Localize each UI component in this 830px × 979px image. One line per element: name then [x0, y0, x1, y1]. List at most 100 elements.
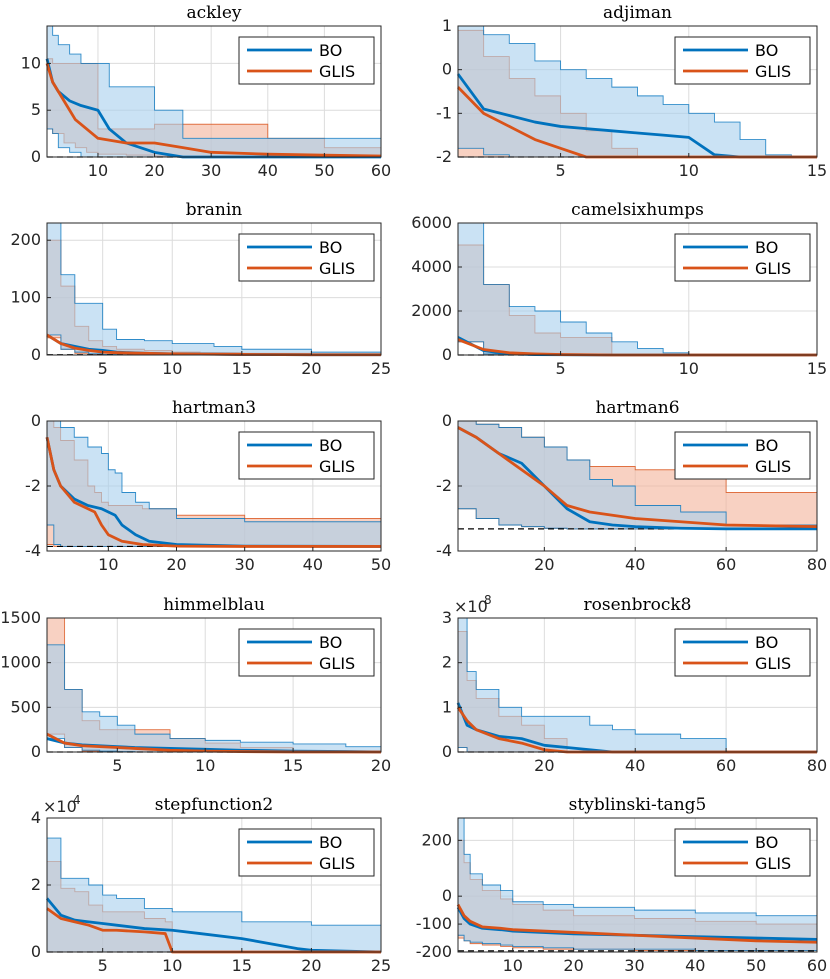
axes-box	[46, 25, 382, 158]
x-tick-label: 60	[716, 756, 736, 775]
axes-box	[457, 25, 818, 158]
y-tick-label: 0	[31, 147, 41, 166]
x-tick-label: 15	[232, 359, 252, 378]
y-tick-label: -100	[416, 914, 452, 933]
x-tick-label: 15	[232, 956, 252, 975]
chart-title: branin	[186, 200, 243, 220]
chart-panel-ackley: 10 20 30 40 50 60 0 5 10 ackley BO GLIS	[21, 3, 392, 180]
x-tick-label: 30	[201, 161, 221, 180]
legend: BO GLIS	[674, 36, 811, 85]
legend-label-bo: BO	[755, 436, 778, 455]
chart-title: ackley	[186, 3, 241, 23]
series-line-glis	[45, 436, 381, 548]
legend-label-bo: BO	[319, 41, 342, 60]
chart-title: himmelblau	[163, 595, 265, 615]
y-tick-label: -1	[436, 103, 452, 122]
legend-box	[674, 36, 811, 85]
band-bo	[47, 26, 381, 157]
y-tick-label: 200	[421, 830, 452, 849]
band-bo	[458, 818, 817, 951]
band-upper-bo	[458, 222, 817, 356]
y-tick-label: 2	[31, 875, 41, 894]
x-tick-label: 10	[88, 161, 108, 180]
chart-panel-hartman6: 20 40 60 80 -4 -2 0 hartman6 BO GLIS	[436, 398, 827, 574]
axes-box	[457, 222, 818, 356]
band-upper-bo	[458, 617, 817, 753]
x-tick-label: 15	[283, 756, 303, 775]
y-tick-label: 100	[10, 288, 41, 307]
y-tick-label: 4000	[411, 257, 452, 276]
x-tick-label: 5	[98, 359, 108, 378]
legend-label-glis: GLIS	[319, 62, 355, 81]
y-tick-label: 0	[31, 742, 41, 761]
y-tick-label: 1	[442, 16, 452, 35]
x-tick-label: 10	[503, 956, 523, 975]
y-tick-label: 6000	[411, 213, 452, 232]
y-tick-label: 5	[31, 100, 41, 119]
band-lower-bo	[458, 934, 817, 952]
band-upper-bo	[458, 420, 817, 526]
chart-title: hartman3	[172, 398, 256, 418]
x-tick-label: 40	[625, 555, 645, 574]
legend-box	[238, 431, 375, 480]
chart-panel-hartman3: 10 20 30 40 50 -4 -2 0 hartman3 BO GLIS	[25, 398, 391, 574]
band-bo	[458, 421, 817, 529]
chart-title: stepfunction2	[155, 795, 273, 815]
y-tick-label: 10	[21, 53, 41, 72]
legend-label-glis: GLIS	[319, 854, 355, 873]
y-tick-label: 0	[442, 411, 452, 430]
legend-box	[238, 36, 375, 85]
x-tick-label: 30	[234, 555, 254, 574]
chart-title: adjiman	[603, 3, 672, 23]
legend-label-bo: BO	[755, 633, 778, 652]
legend-label-bo: BO	[319, 436, 342, 455]
band-bo	[458, 618, 817, 752]
legend-box	[238, 828, 375, 877]
band-bo	[47, 223, 381, 355]
legend-label-bo: BO	[755, 833, 778, 852]
y-tick-label: 0	[442, 886, 452, 905]
y-tick-label: 0	[442, 60, 452, 79]
legend: BO GLIS	[674, 431, 811, 480]
x-tick-label: 20	[301, 956, 321, 975]
x-tick-label: 10	[679, 161, 699, 180]
chart-title: rosenbrock8	[584, 595, 692, 615]
legend-label-glis: GLIS	[755, 654, 791, 673]
x-tick-label: 10	[195, 756, 215, 775]
legend: BO GLIS	[238, 828, 375, 877]
y-tick-label: -4	[25, 541, 41, 560]
series-line-glis	[456, 903, 818, 944]
legend-label-bo: BO	[755, 238, 778, 257]
x-tick-label: 5	[98, 956, 108, 975]
y-multiplier: ×10	[454, 597, 488, 616]
legend: BO GLIS	[238, 628, 375, 677]
series-line-glis	[457, 426, 818, 529]
band-upper-bo	[47, 25, 382, 157]
legend-label-bo: BO	[319, 238, 342, 257]
legend-box	[238, 628, 375, 677]
chart-panel-branin: 5 10 15 20 25 0 100 200 branin BO GLIS	[10, 200, 391, 378]
x-tick-label: 10	[679, 359, 699, 378]
legend: BO GLIS	[674, 828, 811, 877]
x-tick-label: 50	[371, 555, 391, 574]
band-upper-bo	[47, 420, 381, 523]
y-tick-label: -2	[25, 476, 41, 495]
legend-label-glis: GLIS	[755, 457, 791, 476]
x-tick-label: 50	[746, 956, 766, 975]
legend-label-glis: GLIS	[319, 259, 355, 278]
x-tick-label: 80	[807, 756, 827, 775]
chart-title: styblinski-tang5	[569, 795, 707, 815]
x-tick-label: 30	[624, 956, 644, 975]
x-tick-label: 60	[716, 555, 736, 574]
y-tick-label: 0	[442, 345, 452, 364]
y-tick-label: 2	[442, 653, 452, 672]
legend: BO GLIS	[238, 233, 375, 282]
legend-label-bo: BO	[319, 833, 342, 852]
y-multiplier-exponent: 8	[484, 593, 492, 607]
y-tick-label: -2	[436, 147, 452, 166]
x-tick-label: 20	[563, 956, 583, 975]
x-tick-label: 10	[162, 956, 182, 975]
y-tick-label: -2	[436, 476, 452, 495]
chart-panel-stepfunction2: 5 10 15 20 25 0 2 4×104 stepfunction2 BO GLIS	[31, 793, 391, 975]
